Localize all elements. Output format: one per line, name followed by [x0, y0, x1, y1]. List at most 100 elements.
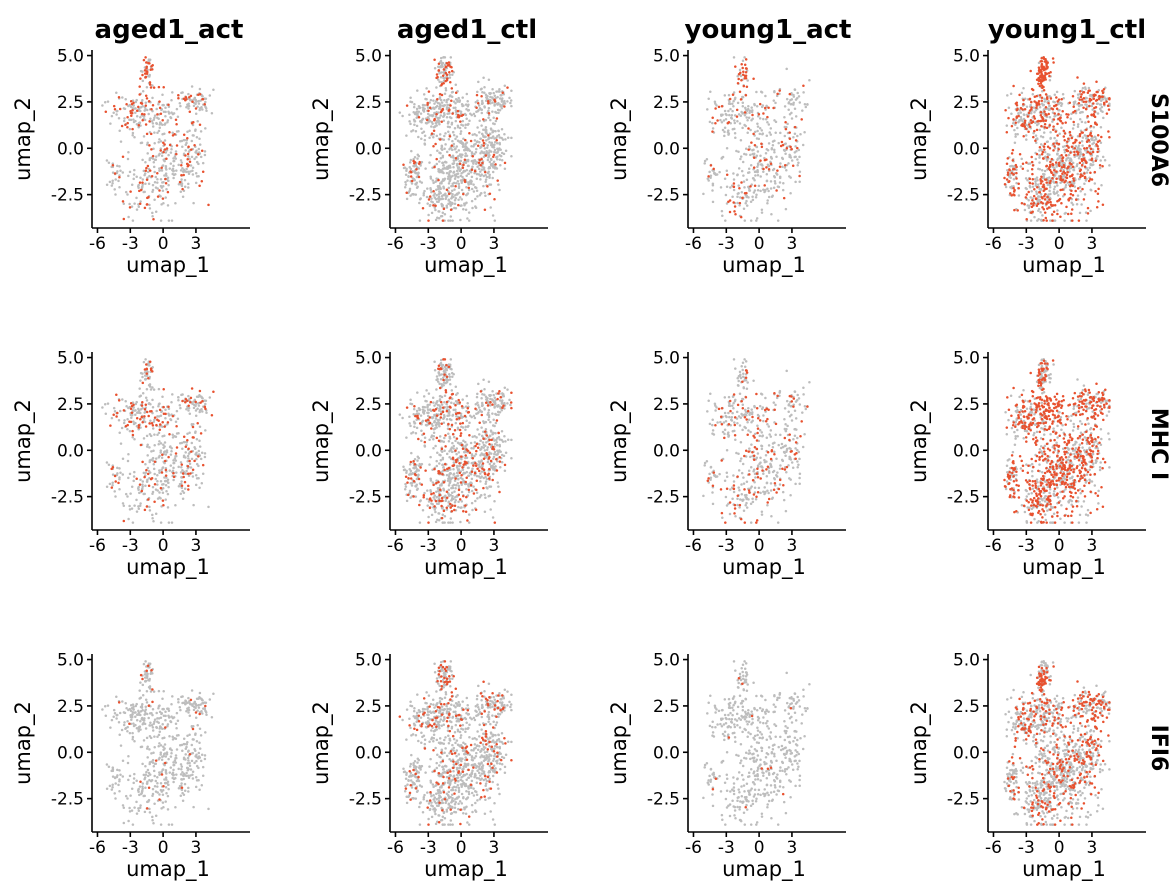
cell-point: [448, 95, 452, 98]
cell-point: [198, 439, 201, 442]
cell-point-expressed: [417, 477, 421, 481]
cell-point-expressed: [162, 387, 165, 391]
cell-point: [484, 475, 487, 479]
cell-point: [195, 437, 199, 441]
cell-point-expressed: [483, 471, 487, 475]
cell-point: [429, 114, 433, 117]
cell-point-expressed: [440, 516, 444, 520]
cell-point: [498, 411, 502, 414]
cell-point: [146, 466, 150, 470]
cell-point: [489, 404, 492, 407]
cell-point: [195, 704, 198, 707]
cell-point: [447, 182, 451, 185]
cell-point-expressed: [414, 414, 417, 418]
cell-point: [200, 698, 204, 701]
cell-point: [194, 706, 197, 710]
cell-point-expressed: [456, 109, 460, 113]
cell-point: [161, 707, 164, 711]
cell-point: [187, 186, 190, 189]
cell-point-expressed: [168, 130, 171, 134]
cell-point: [192, 201, 195, 205]
cell-point: [404, 485, 408, 488]
cell-point: [442, 70, 445, 74]
cell-point: [195, 135, 199, 139]
cell-point: [440, 724, 443, 727]
cell-point-expressed: [110, 486, 114, 489]
cell-point: [164, 776, 168, 779]
cell-point: [186, 454, 190, 458]
cell-point: [148, 734, 152, 738]
cell-point-expressed: [466, 519, 469, 522]
cell-point: [485, 149, 488, 153]
cell-point: [421, 408, 425, 411]
cell-point: [195, 477, 199, 480]
cell-point: [464, 161, 468, 164]
cell-point-expressed: [447, 192, 451, 196]
cell-point: [142, 471, 146, 475]
cell-point: [510, 136, 513, 140]
cell-point: [416, 391, 419, 394]
cell-point-expressed: [137, 105, 140, 109]
cell-point-expressed: [190, 387, 194, 390]
cell-point: [486, 94, 489, 98]
cell-point: [152, 449, 155, 453]
cell-point: [180, 482, 183, 486]
cell-point: [473, 441, 477, 444]
y-tick-label: 5.0: [355, 349, 382, 369]
cell-point: [162, 450, 166, 454]
cell-point: [409, 100, 412, 103]
cell-point: [190, 139, 194, 143]
cell-point: [439, 104, 442, 107]
cell-point-expressed: [143, 508, 147, 512]
cell-point: [449, 383, 452, 386]
cell-point: [483, 147, 487, 150]
cell-point: [437, 111, 440, 114]
cell-point: [426, 504, 429, 507]
cell-point-expressed: [178, 180, 182, 184]
cell-point: [165, 188, 168, 191]
cell-point: [117, 179, 120, 183]
cell-point: [476, 165, 479, 169]
cell-point-expressed: [418, 160, 421, 164]
cell-point: [199, 457, 203, 461]
cell-point-expressed: [138, 483, 142, 486]
cell-point: [158, 152, 161, 156]
cell-point: [457, 807, 460, 811]
cell-point: [506, 388, 509, 391]
cell-point: [495, 404, 499, 408]
cell-point: [127, 104, 130, 108]
cell-point: [177, 398, 180, 402]
cell-point: [441, 507, 444, 510]
cell-point: [163, 139, 167, 142]
cell-point: [172, 112, 176, 115]
cell-point: [455, 145, 459, 148]
cell-point: [182, 774, 185, 777]
cell-point: [187, 409, 190, 412]
cell-point-expressed: [466, 449, 470, 452]
cell-point: [500, 704, 504, 707]
cell-point-expressed: [445, 375, 449, 379]
cell-point: [145, 143, 149, 146]
cell-point-expressed: [475, 106, 478, 110]
cell-point: [464, 152, 467, 155]
cells-unexpressed: [101, 358, 212, 524]
cell-point: [131, 219, 135, 222]
cell-point: [194, 430, 197, 433]
cell-point: [432, 496, 435, 499]
cell-point: [452, 472, 456, 476]
cell-point: [485, 132, 489, 135]
cell-point-expressed: [409, 175, 413, 178]
cell-point: [510, 154, 513, 158]
cell-point: [440, 214, 444, 218]
cell-point: [165, 168, 168, 171]
cell-point: [160, 712, 163, 716]
cell-point: [448, 73, 452, 77]
cell-point: [489, 91, 492, 95]
cell-point: [418, 521, 422, 524]
cell-point: [174, 761, 178, 764]
cell-point: [453, 730, 457, 734]
cell-point: [484, 496, 487, 500]
cell-point: [149, 117, 152, 120]
x-tick-label: -3: [122, 838, 139, 858]
